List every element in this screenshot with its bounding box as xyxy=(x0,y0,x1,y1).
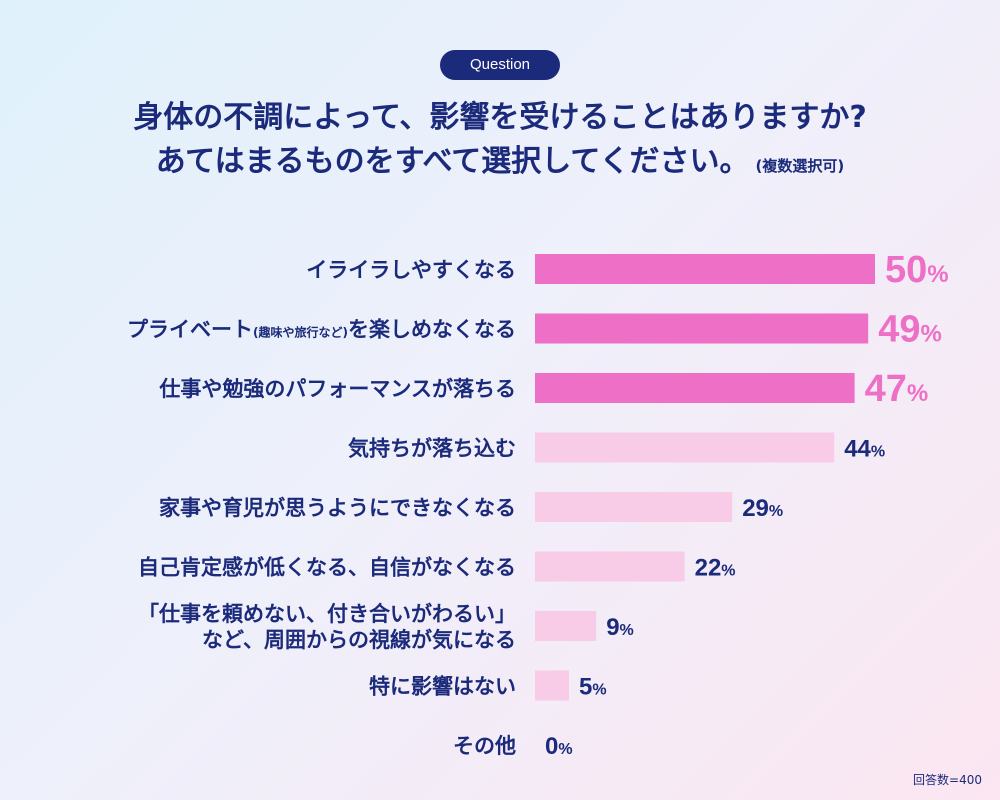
bar-6 xyxy=(535,611,597,641)
value-label-5: 22% xyxy=(695,555,736,582)
value-label-6: 9% xyxy=(606,614,634,641)
question-badge: Question xyxy=(440,50,560,80)
category-label-1: プライベート(趣味や旅行など)を楽しめなくなる xyxy=(127,318,516,342)
category-label-2: 仕事や勉強のパフォーマンスが落ちる xyxy=(158,377,516,401)
bar-3 xyxy=(535,432,835,463)
bar-0 xyxy=(535,254,875,284)
category-label-0: イライラしやすくなる xyxy=(306,258,516,282)
response-count: 回答数=400 xyxy=(913,773,982,787)
title-line-2: あてはまるものをすべて選択してください。 xyxy=(155,144,750,179)
bar-2 xyxy=(535,373,855,403)
bar-7 xyxy=(535,670,569,701)
category-label-6: 「仕事を頼めない、付き合いがわるい」など、周囲からの視線が気になる xyxy=(138,602,516,652)
value-label-1: 49% xyxy=(878,309,942,351)
value-label-0: 50% xyxy=(885,249,949,291)
value-label-2: 47% xyxy=(865,368,929,410)
title-line-2-wrap: あてはまるものをすべて選択してください。 (複数選択可) xyxy=(0,140,1000,188)
category-label-5: 自己肯定感が低くなる、自信がなくなる xyxy=(138,556,516,580)
category-label-7: 特に影響はない xyxy=(369,675,516,699)
value-label-3: 44% xyxy=(844,436,885,463)
category-label-8: その他 xyxy=(453,734,516,758)
bar-1 xyxy=(535,313,869,344)
question-title: 身体の不調によって、影響を受けることはありますか? あてはまるものをすべて選択し… xyxy=(0,96,1000,188)
bar-4 xyxy=(535,492,733,522)
value-label-4: 29% xyxy=(742,495,783,522)
value-label-8: 0% xyxy=(545,733,573,760)
category-label-3: 気持ちが落ち込む xyxy=(348,437,516,461)
value-label-7: 5% xyxy=(579,674,607,701)
title-note: (複数選択可) xyxy=(755,157,845,175)
bar-5 xyxy=(535,551,685,582)
category-label-4: 家事や育児が思うようにできなくなる xyxy=(159,496,516,520)
title-line-1: 身体の不調によって、影響を受けることはありますか? xyxy=(133,100,867,135)
